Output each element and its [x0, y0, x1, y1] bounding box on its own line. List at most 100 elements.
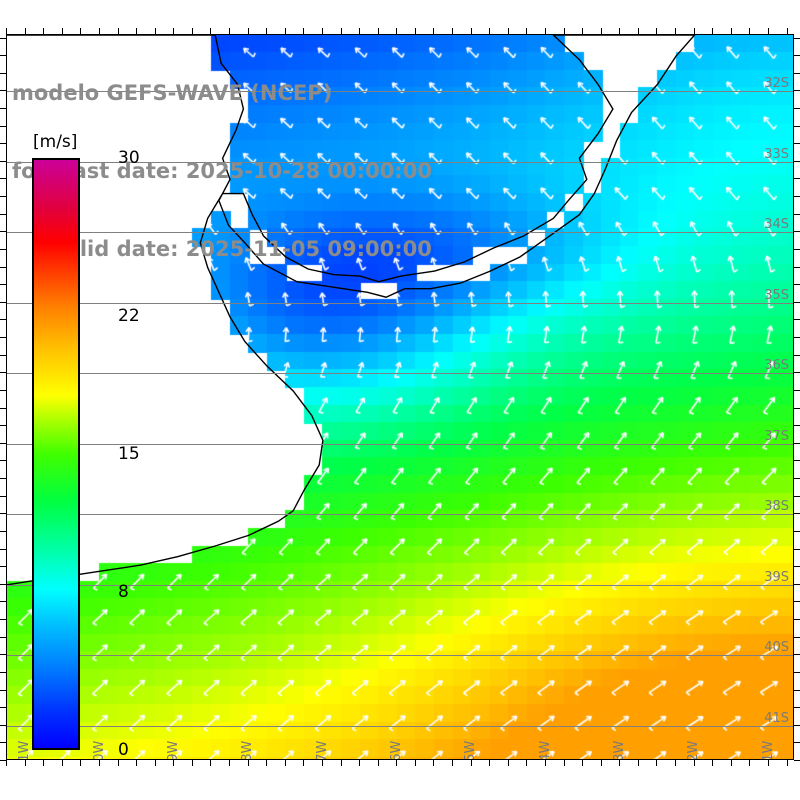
- tick-right: [794, 196, 800, 197]
- tick-bottom: [25, 760, 26, 766]
- tick-top: [433, 28, 434, 34]
- tick-right: [794, 143, 800, 144]
- tick-left: [0, 372, 6, 373]
- tick-top: [675, 28, 676, 34]
- tick-bottom: [6, 760, 7, 766]
- tick-bottom: [489, 760, 490, 766]
- tick-right: [794, 672, 800, 673]
- tick-top: [173, 28, 174, 34]
- tick-bottom: [582, 760, 583, 766]
- tick-top: [341, 28, 342, 34]
- tick-right: [794, 231, 800, 232]
- tick-top: [322, 28, 323, 34]
- tick-top: [118, 28, 119, 34]
- tick-left: [0, 584, 6, 585]
- tick-left: [0, 178, 6, 179]
- tick-bottom: [619, 760, 620, 766]
- tick-left: [0, 38, 6, 39]
- tick-top: [526, 28, 527, 34]
- tick-bottom: [43, 760, 44, 766]
- gridline-latitude: [7, 91, 793, 92]
- tick-bottom: [173, 760, 174, 766]
- tick-top: [266, 28, 267, 34]
- tick-bottom: [248, 760, 249, 766]
- tick-right: [794, 90, 800, 91]
- longitude-label: 56W: [389, 740, 404, 760]
- tick-bottom: [694, 760, 695, 766]
- tick-top: [601, 28, 602, 34]
- colorbar: 30 22 15 8 0: [32, 148, 140, 760]
- latitude-label: 33S: [764, 146, 789, 162]
- colorbar-tick-label: 15: [118, 444, 140, 464]
- tick-bottom: [656, 760, 657, 766]
- tick-top: [43, 28, 44, 34]
- tick-left: [0, 126, 6, 127]
- tick-left: [0, 672, 6, 673]
- tick-right: [794, 214, 800, 215]
- tick-left: [0, 601, 6, 602]
- tick-right: [794, 742, 800, 743]
- tick-right: [794, 619, 800, 620]
- gridline-latitude: [7, 655, 793, 656]
- tick-top: [6, 28, 7, 34]
- tick-top: [712, 28, 713, 34]
- tick-bottom: [675, 760, 676, 766]
- plot-area: 32S 33S 34S 35S 36S 37S 38S 39S 40S 41S 61W 60W 59W 5…: [6, 34, 794, 760]
- tick-top: [415, 28, 416, 34]
- tick-right: [794, 549, 800, 550]
- tick-bottom: [341, 760, 342, 766]
- tick-top: [749, 28, 750, 34]
- tick-top: [155, 28, 156, 34]
- gridline-latitude: [7, 514, 793, 515]
- tick-top: [248, 28, 249, 34]
- tick-bottom: [768, 760, 769, 766]
- tick-top: [508, 28, 509, 34]
- tick-right: [794, 425, 800, 426]
- tick-bottom: [471, 760, 472, 766]
- tick-top: [582, 28, 583, 34]
- tick-bottom: [452, 760, 453, 766]
- tick-top: [787, 28, 788, 34]
- tick-right: [794, 690, 800, 691]
- tick-left: [0, 302, 6, 303]
- tick-right: [794, 513, 800, 514]
- latitude-label: 39S: [764, 569, 789, 585]
- tick-left: [0, 408, 6, 409]
- tick-bottom: [210, 760, 211, 766]
- tick-left: [0, 249, 6, 250]
- tick-top: [768, 28, 769, 34]
- tick-top: [694, 28, 695, 34]
- tick-right: [794, 601, 800, 602]
- tick-top: [545, 28, 546, 34]
- tick-right: [794, 302, 800, 303]
- tick-top: [99, 28, 100, 34]
- tick-left: [0, 108, 6, 109]
- tick-left: [0, 443, 6, 444]
- tick-bottom: [712, 760, 713, 766]
- tick-right: [794, 355, 800, 356]
- tick-left: [0, 707, 6, 708]
- tick-bottom: [155, 760, 156, 766]
- tick-left: [0, 637, 6, 638]
- tick-right: [794, 337, 800, 338]
- longitude-label: 53W: [612, 740, 628, 760]
- tick-top: [489, 28, 490, 34]
- tick-left: [0, 355, 6, 356]
- tick-right: [794, 584, 800, 585]
- tick-top: [303, 28, 304, 34]
- tick-bottom: [508, 760, 509, 766]
- longitude-label: 60W: [91, 740, 107, 760]
- tick-right: [794, 460, 800, 461]
- latitude-label: 35S: [764, 287, 789, 303]
- tick-bottom: [303, 760, 304, 766]
- tick-bottom: [415, 760, 416, 766]
- latitude-label: 40S: [764, 640, 789, 656]
- tick-bottom: [526, 760, 527, 766]
- tick-left: [0, 760, 6, 761]
- colorbar-tick-label: 0: [118, 740, 129, 760]
- tick-top: [619, 28, 620, 34]
- tick-right: [794, 707, 800, 708]
- longitude-label: 55W: [463, 740, 479, 760]
- tick-top: [80, 28, 81, 34]
- gridline-latitude: [7, 303, 793, 304]
